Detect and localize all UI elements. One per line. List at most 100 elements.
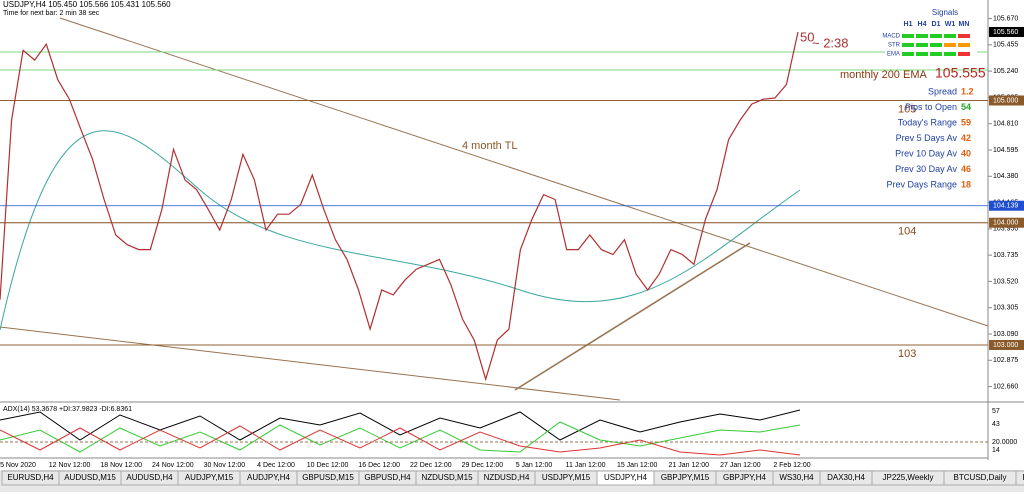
tab[interactable]: AUDJPY,M15 bbox=[177, 470, 241, 486]
level-label: 103 bbox=[898, 348, 916, 360]
indicator-label: 43 bbox=[992, 421, 1000, 428]
tab-label: NZDUSD,H4 bbox=[484, 473, 530, 482]
signal-cell bbox=[902, 43, 914, 47]
stat-value: 18 bbox=[961, 179, 971, 189]
price-label-box bbox=[989, 27, 1024, 38]
signal-cell bbox=[958, 34, 970, 38]
time-label: 2 Feb 12:00 bbox=[773, 462, 810, 469]
signal-column: D1 bbox=[932, 21, 941, 28]
stat-label: Pips to Open bbox=[905, 102, 957, 112]
tab[interactable]: GBPUSD,M15 bbox=[296, 470, 360, 486]
indicator-title: ADX(14) 53.3678 +DI:37.9823 -DI:6.8361 bbox=[3, 406, 132, 413]
signal-row: STR bbox=[888, 43, 901, 49]
y-tick-label: 105.240 bbox=[993, 68, 1018, 75]
time-label: 18 Nov 12:00 bbox=[100, 462, 142, 469]
tab[interactable]: AUDUSD,H4 bbox=[120, 470, 179, 486]
tab-label: EURUSD,H4 bbox=[7, 473, 54, 482]
tab[interactable]: USDJPY,H4 bbox=[596, 470, 655, 486]
signal-cell bbox=[944, 52, 956, 56]
tab-label: USDJPY,H4 bbox=[604, 473, 648, 482]
tab-label: AUDJPY,H4 bbox=[247, 473, 291, 482]
tab-label: USDJPY,M15 bbox=[542, 473, 591, 482]
price-label: 103.000 bbox=[993, 342, 1018, 349]
indicator-label: 20.0000 bbox=[992, 439, 1017, 446]
tab-label: EURI bbox=[1022, 473, 1024, 482]
price-label: 104.139 bbox=[993, 203, 1018, 210]
tab[interactable]: EURUSD,H4 bbox=[1, 470, 60, 486]
tab[interactable]: GBPJPY,H4 bbox=[715, 470, 774, 486]
price-label-box bbox=[989, 339, 1024, 350]
time-label: 22 Dec 12:00 bbox=[410, 462, 452, 469]
ema-value: 105.555 bbox=[935, 65, 986, 81]
time-label: 11 Jan 12:00 bbox=[566, 462, 606, 469]
tab[interactable]: GBPJPY,M15 bbox=[653, 470, 717, 486]
tab[interactable]: USDJPY,M15 bbox=[534, 470, 598, 486]
tab[interactable]: DAX30,H4 bbox=[819, 470, 873, 486]
time-label: 24 Nov 12:00 bbox=[152, 462, 194, 469]
tab[interactable]: AUDJPY,H4 bbox=[239, 470, 298, 486]
signal-cell bbox=[958, 52, 970, 56]
y-tick-label: 103.735 bbox=[993, 252, 1018, 259]
time-label: 27 Jan 12:00 bbox=[720, 462, 761, 469]
signal-cell bbox=[930, 43, 942, 47]
time-label: 5 Jan 12:00 bbox=[516, 462, 553, 469]
y-tick-label: 104.595 bbox=[993, 147, 1018, 154]
tab[interactable]: EURI bbox=[1015, 470, 1024, 486]
tab[interactable]: AUDUSD,M15 bbox=[58, 470, 122, 486]
signal-cell bbox=[930, 52, 942, 56]
tab[interactable]: JP225,Weekly bbox=[871, 470, 945, 486]
minus-di-line bbox=[0, 425, 801, 456]
time-label: 12 Nov 12:00 bbox=[49, 462, 91, 469]
level-label: 105 bbox=[898, 103, 916, 115]
stat-label: Prev 30 Day Av bbox=[895, 164, 957, 174]
stat-value: 40 bbox=[961, 148, 971, 158]
indicator-label: 14 bbox=[992, 447, 1000, 454]
tab-box bbox=[1015, 470, 1024, 486]
tab[interactable]: NZDUSD,M15 bbox=[415, 470, 479, 486]
tab-label: NZDUSD,M15 bbox=[421, 473, 473, 482]
signal-row: EMA bbox=[887, 52, 900, 58]
tab[interactable]: NZDUSD,H4 bbox=[477, 470, 536, 486]
tab-label: WS30,H4 bbox=[779, 473, 814, 482]
signal-row: MACD bbox=[882, 34, 900, 40]
time-label: 30 Nov 12:00 bbox=[204, 462, 246, 469]
signal-column: W1 bbox=[945, 21, 956, 28]
timer: Time for next bar: 2 min 38 sec bbox=[3, 10, 100, 17]
time-label: 21 Jan 12:00 bbox=[669, 462, 710, 469]
tab[interactable]: BTCUSD,Daily bbox=[943, 470, 1017, 486]
signal-cell bbox=[916, 52, 928, 56]
tab-label: GBPUSD,H4 bbox=[364, 473, 411, 482]
price-label-box bbox=[989, 200, 1024, 211]
tab-label: AUDUSD,M15 bbox=[64, 473, 116, 482]
stat-label: Prev 5 Days Av bbox=[896, 133, 958, 143]
y-tick-label: 104.380 bbox=[993, 173, 1018, 180]
signal-cell bbox=[902, 52, 914, 56]
tab-label: DAX30,H4 bbox=[827, 473, 865, 482]
tab-label: BTCUSD,Daily bbox=[954, 473, 1007, 482]
signal-cell bbox=[916, 34, 928, 38]
signal-column: H4 bbox=[918, 21, 927, 28]
y-tick-label: 105.455 bbox=[993, 42, 1018, 49]
indicator-label: 57 bbox=[992, 408, 1000, 415]
price-label-box bbox=[989, 217, 1024, 228]
price-label: 105.560 bbox=[993, 29, 1018, 36]
time-label: 5 Nov 2020 bbox=[0, 462, 36, 469]
y-tick-label: 103.950 bbox=[993, 226, 1018, 233]
plus-di-line bbox=[0, 421, 801, 453]
stat-value: 1.2 bbox=[961, 86, 974, 96]
price-line bbox=[0, 31, 799, 382]
stat-value: 59 bbox=[961, 117, 971, 127]
tab[interactable]: GBPUSD,H4 bbox=[358, 470, 417, 486]
stat-label: Today's Range bbox=[898, 117, 957, 127]
signal-column: H1 bbox=[904, 21, 913, 28]
tab[interactable]: WS30,H4 bbox=[772, 470, 821, 486]
signal-cell bbox=[916, 43, 928, 47]
time-label: 10 Dec 12:00 bbox=[307, 462, 349, 469]
trend-label: 4 month TL bbox=[462, 140, 517, 152]
time-label: 29 Dec 12:00 bbox=[462, 462, 504, 469]
tab-label: JP225,Weekly bbox=[883, 473, 934, 482]
stat-label: Prev 10 Day Av bbox=[895, 148, 957, 158]
y-tick-label: 102.875 bbox=[993, 357, 1018, 364]
y-tick-label: 103.090 bbox=[993, 331, 1018, 338]
